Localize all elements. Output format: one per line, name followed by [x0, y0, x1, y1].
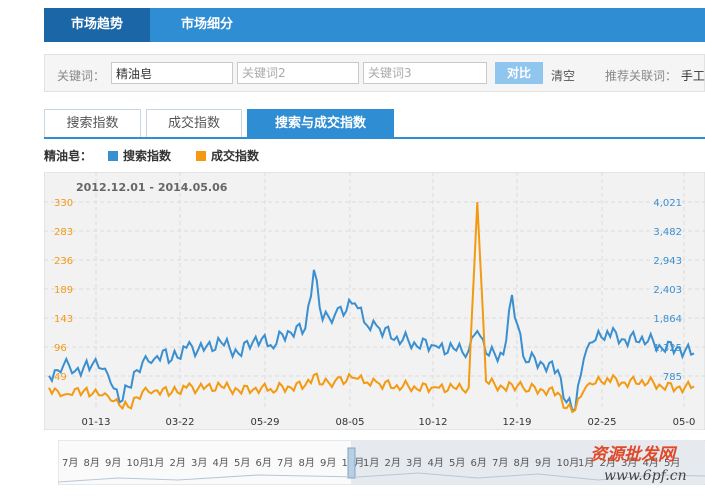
keyword3-input[interactable]: [363, 62, 487, 84]
navigator-month-label: 7月: [277, 457, 293, 469]
legend-search-label[interactable]: 搜索指数: [123, 149, 172, 163]
left-tick-label: 49: [54, 372, 67, 383]
tab-market-segment[interactable]: 市场细分: [180, 17, 233, 32]
navigator-month-label: 10月: [557, 457, 580, 469]
left-tick-label: 236: [54, 256, 73, 267]
navigator-month-label: 10月: [127, 457, 150, 469]
right-tick-label: 3,482: [653, 227, 682, 238]
left-tick-label: 143: [54, 314, 73, 325]
navigator-month-label: 8月: [299, 457, 315, 469]
navigator-month-label: 9月: [535, 457, 551, 469]
left-tick-label: 330: [54, 198, 73, 209]
tab-market-trend[interactable]: 市场趋势: [44, 8, 150, 42]
tab-search-index[interactable]: 搜索指数: [44, 109, 141, 138]
navigator-month-label: 3月: [621, 457, 637, 469]
navigator-month-label: 3月: [191, 457, 207, 469]
navigator-labels: 7月8月9月10月1月2月3月4月5月6月7月8月9月10月1月2月3月4月5月…: [62, 457, 680, 469]
right-tick-label: 1,325: [653, 343, 682, 354]
left-tick-label: 189: [54, 285, 73, 296]
left-axis: 330 283 236 189 143 96 49: [54, 198, 73, 383]
range-navigator[interactable]: 7月8月9月10月1月2月3月4月5月6月7月8月9月10月1月2月3月4月5月…: [58, 440, 705, 485]
navigator-month-label: 3月: [406, 457, 422, 469]
left-tick-label: 283: [54, 227, 73, 238]
navigator-month-label: 7月: [62, 457, 78, 469]
tab-underline: [44, 137, 705, 139]
navigator-month-label: 9月: [320, 457, 336, 469]
right-tick-label: 4,021: [653, 198, 682, 209]
recommend-keywords: 推荐关联词： 手工: [605, 67, 705, 84]
x-tick-label: 03-22: [165, 417, 194, 428]
navigator-month-label: 2月: [170, 457, 186, 469]
navigator-month-label: 8月: [84, 457, 100, 469]
top-tab-bar: 市场趋势 市场细分: [44, 8, 705, 42]
navigator-month-label: 1月: [148, 457, 164, 469]
recommend-label: 推荐关联词：: [605, 69, 678, 83]
navigator-minimap: [58, 472, 705, 483]
navigator-selection[interactable]: [351, 441, 705, 484]
navigator-left-handle[interactable]: [347, 447, 356, 479]
right-tick-label: 1,864: [653, 314, 682, 325]
navigator-month-label: 4月: [643, 457, 659, 469]
x-tick-label: 05-0: [673, 417, 696, 428]
watermark-text: 资源批发网: [590, 445, 675, 465]
navigator-month-label: 1月: [363, 457, 379, 469]
legend-keyword: 精油皂：: [44, 149, 93, 163]
navigator-month-label: 5月: [449, 457, 465, 469]
legend-search-swatch: [108, 151, 118, 161]
tab-search-and-trade-index[interactable]: 搜索与成交指数: [247, 109, 394, 138]
chart-grid: [44, 172, 705, 410]
navigator-month-label: 9月: [105, 457, 121, 469]
navigator-month-label: 4月: [213, 457, 229, 469]
navigator-month-label: 5月: [234, 457, 250, 469]
legend-trade-label[interactable]: 成交指数: [211, 149, 260, 163]
navigator-month-label: 7月: [492, 457, 508, 469]
legend-trade-swatch: [196, 151, 206, 161]
right-tick-label: 2,403: [653, 285, 682, 296]
x-tick-label: 12-19: [502, 417, 531, 428]
tab-trade-index[interactable]: 成交指数: [146, 109, 242, 138]
date-range-label: 2012.12.01 - 2014.05.06: [76, 181, 228, 194]
watermark-url: www.6pf.cn: [604, 468, 687, 484]
chart-background: [44, 172, 705, 430]
x-tick-label: 01-13: [81, 417, 110, 428]
right-tick-label: 2,943: [653, 256, 682, 267]
search-index-line[interactable]: [48, 269, 695, 412]
navigator-month-label: 4月: [428, 457, 444, 469]
keyword-label: 关键词：: [57, 69, 106, 83]
x-tick-label: 08-05: [335, 417, 364, 428]
navigator-month-label: 6月: [256, 457, 272, 469]
left-tick-label: 96: [54, 343, 67, 354]
x-axis: 01-13 03-22 05-29 08-05 10-12 12-19 02-25 05-0: [81, 417, 695, 428]
navigator-month-label: 8月: [514, 457, 530, 469]
right-tick-label: 785: [663, 372, 682, 383]
compare-button[interactable]: 对比: [495, 62, 543, 84]
right-axis: 4,021 3,482 2,943 2,403 1,864 1,325 785: [653, 198, 682, 383]
navigator-month-label: 2月: [600, 457, 616, 469]
trade-index-line[interactable]: [48, 201, 695, 414]
clear-link[interactable]: 清空: [551, 69, 576, 83]
x-tick-label: 02-25: [587, 417, 616, 428]
navigator-month-label: 2月: [385, 457, 401, 469]
navigator-month-label: 5月: [664, 457, 680, 469]
keyword2-input[interactable]: [237, 62, 359, 84]
navigator-month-label: 1月: [578, 457, 594, 469]
x-tick-label: 10-12: [418, 417, 447, 428]
x-tick-label: 05-29: [250, 417, 279, 428]
keyword1-input[interactable]: [111, 62, 233, 84]
recommend-value[interactable]: 手工: [680, 69, 705, 83]
navigator-month-label: 6月: [471, 457, 487, 469]
trend-chart[interactable]: 2012.12.01 - 2014.05.06 330 283 236 189 143 9…: [44, 172, 705, 430]
keyword-search-row: 关键词： 对比 清空 推荐关联词： 手工: [44, 54, 705, 92]
